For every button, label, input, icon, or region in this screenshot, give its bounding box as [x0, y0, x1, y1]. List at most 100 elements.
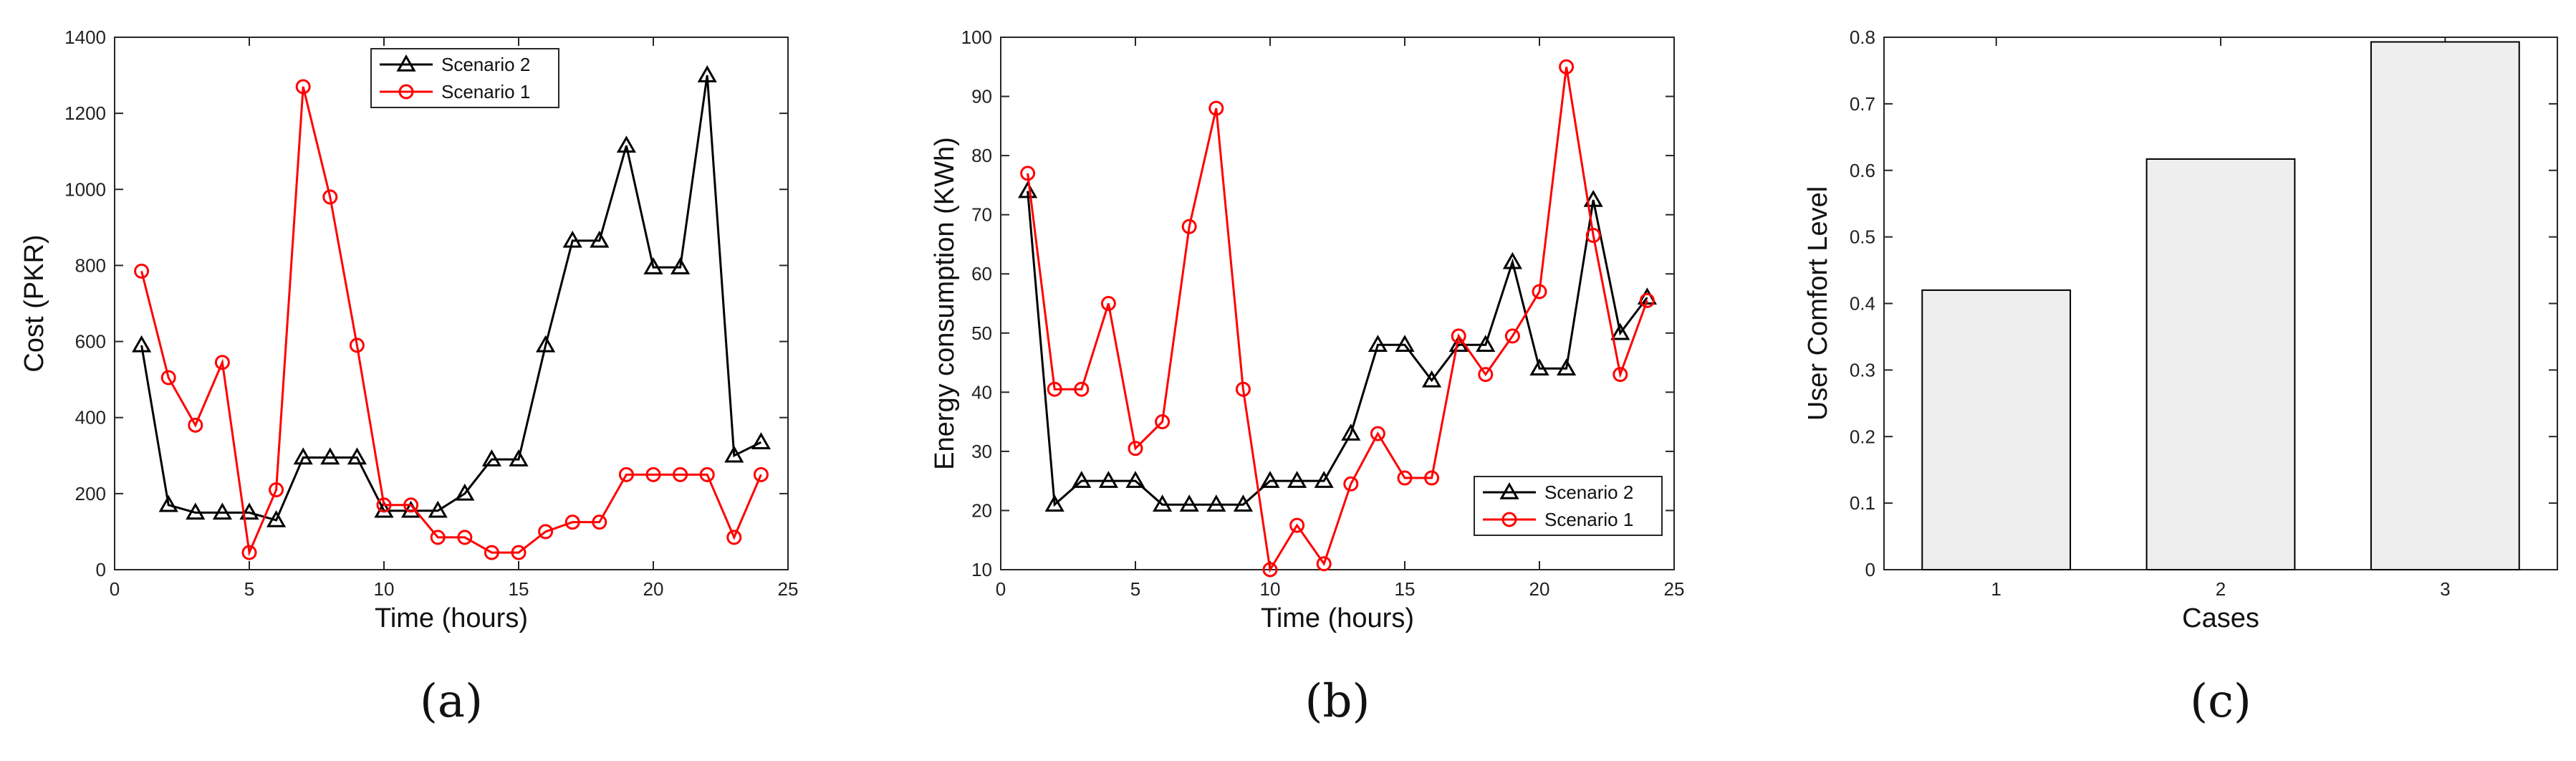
- data-point: [214, 355, 230, 370]
- x-tick-label: 2: [2216, 578, 2226, 600]
- data-point: [1610, 322, 1630, 340]
- data-point: [1504, 328, 1520, 344]
- data-point: [134, 263, 150, 279]
- data-point: [241, 545, 257, 560]
- data-point: [1397, 470, 1413, 486]
- data-point: [1155, 414, 1171, 430]
- data-point: [1260, 471, 1280, 488]
- data-point: [697, 65, 717, 82]
- data-point: [1074, 381, 1090, 397]
- y-tick-label: 0.3: [1850, 359, 1875, 380]
- x-tick-label: 0: [110, 578, 120, 600]
- data-point: [1098, 471, 1118, 488]
- data-point: [1583, 190, 1603, 207]
- y-tick-label: 1200: [64, 102, 106, 124]
- data-point: [188, 417, 203, 433]
- data-point: [1314, 471, 1334, 488]
- x-axis-label: Time (hours): [1261, 603, 1414, 633]
- y-tick-label: 60: [971, 263, 992, 284]
- data-point: [1343, 476, 1359, 492]
- plot-frame: [114, 37, 789, 570]
- series-line: [1027, 191, 1648, 507]
- data-point: [726, 530, 742, 545]
- data-point: [457, 530, 473, 545]
- y-tick-label: 0.4: [1850, 293, 1875, 315]
- x-axis-label: Cases: [2182, 603, 2259, 633]
- data-point: [1639, 292, 1655, 308]
- legend-marker: [1501, 512, 1517, 527]
- data-point: [671, 257, 691, 274]
- legend-marker: [396, 54, 416, 72]
- x-tick-label: 0: [996, 578, 1006, 600]
- data-point: [403, 497, 419, 513]
- data-point: [158, 494, 178, 512]
- data-point: [616, 135, 636, 153]
- legend-label: Scenario 1: [441, 81, 530, 102]
- y-tick-label: 0.8: [1850, 27, 1875, 48]
- y-axis-label: User Comfort Level: [1803, 186, 1833, 421]
- legend-label: Scenario 2: [441, 54, 530, 75]
- data-point: [699, 466, 715, 482]
- data-point: [1128, 441, 1143, 456]
- data-point: [1316, 556, 1332, 572]
- data-point: [564, 514, 580, 530]
- x-tick-label: 10: [374, 578, 395, 600]
- legend-marker: [1499, 482, 1519, 499]
- series-scenario-1: [134, 79, 769, 560]
- data-point: [1179, 494, 1199, 512]
- y-tick-label: 0.6: [1850, 160, 1875, 181]
- series-scenario-2: [1018, 181, 1657, 512]
- data-point: [376, 497, 392, 513]
- data-point: [1368, 335, 1388, 353]
- data-point: [1047, 381, 1062, 397]
- data-point: [536, 335, 556, 353]
- x-tick-label: 25: [778, 578, 799, 600]
- data-point: [455, 483, 475, 501]
- data-point: [538, 524, 554, 540]
- data-point: [1125, 471, 1145, 488]
- data-point: [1287, 471, 1307, 488]
- legend: Scenario 2 Scenario 1: [370, 48, 559, 108]
- data-point: [320, 447, 340, 465]
- y-tick-label: 200: [75, 483, 106, 504]
- x-tick-label: 15: [509, 578, 529, 600]
- data-point: [751, 432, 771, 449]
- chart-b: 10 20 30 40 50 60 70 80 90 100 0 5 10 15 20 25 Time (hou…: [930, 27, 1684, 728]
- data-point: [212, 502, 232, 520]
- data-point: [1020, 166, 1036, 181]
- data-point: [1233, 494, 1253, 512]
- y-tick-label: 600: [75, 331, 106, 353]
- data-point: [1502, 252, 1522, 269]
- data-point: [1206, 494, 1226, 512]
- y-tick-label: 50: [971, 322, 992, 344]
- data-point: [266, 509, 287, 527]
- data-point: [239, 502, 259, 520]
- data-point: [1044, 494, 1064, 512]
- data-point: [430, 530, 446, 545]
- x-tick-label: 15: [1395, 578, 1416, 600]
- y-tick-label: 0: [1865, 559, 1875, 580]
- bar-case-3: [2370, 41, 2520, 571]
- data-point: [322, 189, 338, 205]
- data-point: [1448, 335, 1469, 353]
- data-point: [428, 500, 448, 518]
- chart-a: 0 200 400 600 800 1000 1200 1400 0 5 10 15 20 25 Time …: [19, 27, 798, 728]
- y-tick-label: 400: [75, 407, 106, 429]
- data-point: [484, 545, 499, 560]
- data-point: [1100, 296, 1116, 311]
- y-tick-label: 1400: [64, 27, 106, 48]
- data-point: [349, 338, 365, 353]
- data-point: [562, 230, 582, 248]
- data-point: [1585, 228, 1601, 244]
- data-point: [1451, 328, 1466, 344]
- data-point: [1072, 471, 1092, 488]
- data-point: [1018, 181, 1038, 198]
- data-point: [1262, 562, 1278, 578]
- data-point: [1341, 423, 1361, 441]
- data-point: [1181, 219, 1197, 234]
- data-point: [592, 514, 607, 530]
- data-point: [673, 466, 688, 482]
- data-point: [1153, 494, 1173, 512]
- data-point: [132, 335, 152, 353]
- panel-label: (b): [1305, 675, 1370, 728]
